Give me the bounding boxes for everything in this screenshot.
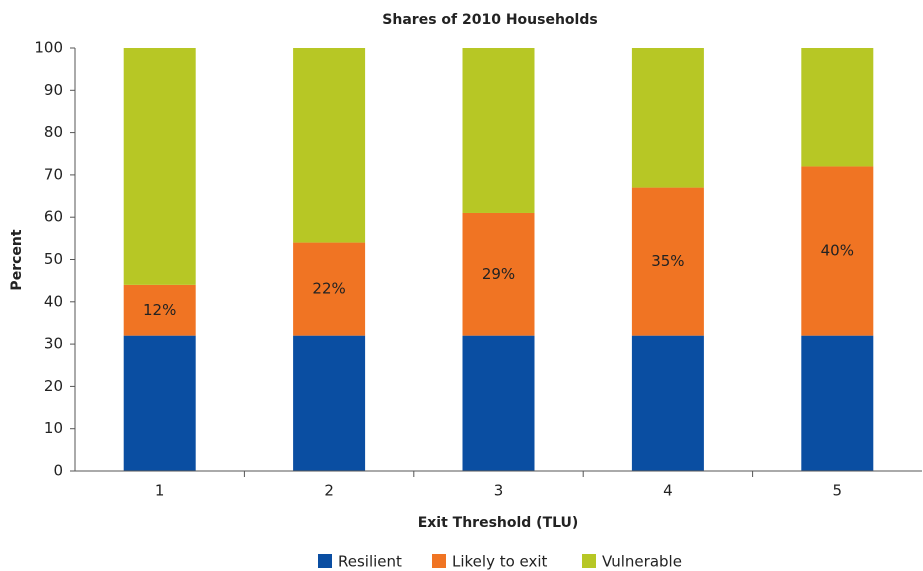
- y-tick-label: 10: [44, 419, 63, 437]
- legend-swatch: [432, 554, 446, 568]
- x-tick-label: 5: [833, 482, 843, 500]
- bar-segment: [293, 335, 366, 471]
- data-label: 22%: [312, 280, 345, 298]
- bar-segment: [123, 335, 196, 471]
- bar-segment: [801, 166, 874, 336]
- data-label: 29%: [482, 265, 515, 283]
- bar-segment: [631, 335, 704, 471]
- y-axis-label: Percent: [9, 229, 25, 290]
- y-tick-label: 90: [44, 81, 63, 99]
- chart-title: Shares of 2010 Households: [382, 12, 597, 28]
- y-tick-label: 20: [44, 377, 63, 395]
- y-tick-label: 60: [44, 208, 63, 226]
- y-tick-label: 30: [44, 335, 63, 353]
- legend-label: Resilient: [338, 553, 402, 571]
- data-label: 12%: [143, 301, 176, 319]
- y-tick-label: 50: [44, 250, 63, 268]
- y-tick-label: 0: [53, 462, 63, 480]
- x-tick-label: 1: [155, 482, 165, 500]
- data-label: 35%: [651, 252, 684, 270]
- bar-segment: [801, 335, 874, 471]
- bar-segment: [123, 284, 196, 336]
- bar-segment: [462, 48, 535, 213]
- y-tick-label: 70: [44, 165, 63, 183]
- bar-segment: [462, 212, 535, 336]
- x-tick-label: 4: [663, 482, 673, 500]
- data-label: 40%: [821, 242, 854, 260]
- x-tick-label: 2: [324, 482, 334, 500]
- legend-swatch: [318, 554, 332, 568]
- legend-label: Vulnerable: [602, 553, 682, 571]
- legend-label: Likely to exit: [452, 553, 548, 571]
- bar-segment: [801, 48, 874, 167]
- legend-swatch: [582, 554, 596, 568]
- bar-segment: [631, 48, 704, 188]
- bar-segment: [631, 187, 704, 336]
- x-axis-label: Exit Threshold (TLU): [418, 515, 579, 531]
- y-tick-label: 40: [44, 292, 63, 310]
- y-tick-label: 100: [34, 39, 63, 57]
- x-tick-label: 3: [494, 482, 504, 500]
- bar-segment: [293, 242, 366, 336]
- y-tick-label: 80: [44, 123, 63, 141]
- bar-segment: [293, 48, 366, 243]
- bar-segment: [462, 335, 535, 471]
- bar-segment: [123, 48, 196, 285]
